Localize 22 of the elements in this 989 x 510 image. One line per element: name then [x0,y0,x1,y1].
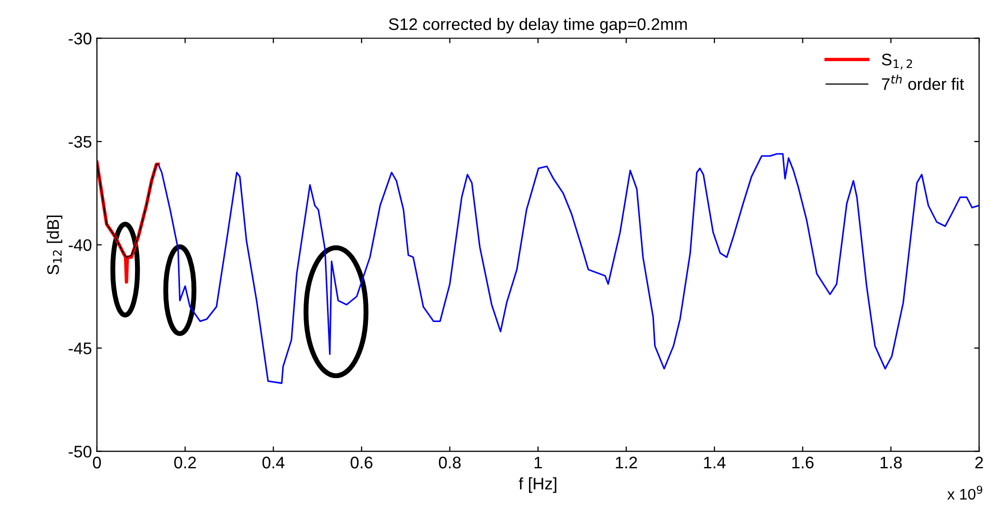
x-tick-label: 1.8 [880,456,902,468]
x-tick-label: 0.6 [350,456,372,468]
x-tick-label: 1.6 [792,456,814,468]
y-tick-label: -50 [68,446,92,458]
y-tick-label: -40 [68,239,92,252]
y-tick-label: -30 [68,32,92,44]
legend-label: S$_{1,2}$ [882,54,912,70]
y-tick-label: -45 [68,342,92,354]
x-tick-label: 2 [975,456,983,468]
x-tick-label: 0 [92,456,101,468]
x-tick-label: 1.2 [616,456,637,468]
x-tick-label: 1.4 [704,456,726,468]
x-tick-label: 1 [534,456,542,468]
x-tick-label: 0.8 [438,456,461,468]
x-axis-title: f [Hz] [518,477,556,493]
y-axis-title: S$_{12}$ [dB] [46,216,62,275]
x-tick-label: 0.4 [262,456,284,468]
chart-title: S12 corrected by delay time gap=0.2mm [388,18,687,34]
x-tick-label: 0.2 [174,456,196,468]
text: x 10$^{9}$ [947,486,982,500]
legend-label: 7$^{th}$ order fit [882,74,964,90]
y-tick-label: -35 [68,136,92,148]
